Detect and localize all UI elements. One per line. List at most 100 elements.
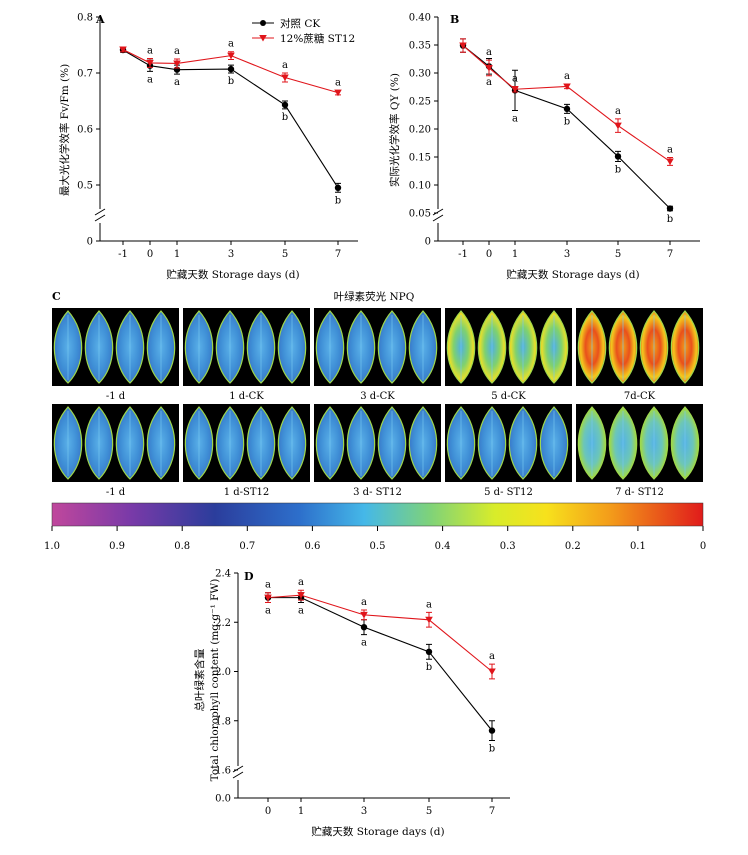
significance-letter: a <box>512 73 518 84</box>
legend: 对照 CK 12%蔗糖 ST12 <box>252 17 355 45</box>
y-tick-label: 0.7 <box>77 69 93 80</box>
significance-letter: b <box>615 164 621 175</box>
data-point-triangle <box>297 592 305 599</box>
x-tick-label: 0 <box>486 249 492 260</box>
data-point-triangle <box>614 122 622 130</box>
data-point-circle <box>360 623 368 631</box>
colorbar-tick-label: 0.2 <box>565 541 581 552</box>
x-tick-label: 5 <box>426 806 432 817</box>
x-tick-label: 1 <box>512 249 518 260</box>
data-point-triangle <box>173 60 181 68</box>
data-point-triangle <box>146 59 154 67</box>
panel-letter-d: D <box>244 570 254 583</box>
leaf-image-caption: 3 d- ST12 <box>353 487 402 498</box>
significance-letter: a <box>147 74 153 85</box>
colorbar-tick-label: 0.5 <box>370 541 386 552</box>
series-line <box>122 48 339 94</box>
data-point-triangle <box>334 89 342 97</box>
significance-letter: b <box>426 662 432 673</box>
data-point-circle <box>666 205 674 212</box>
leaf-image-tile: 5 d- ST12 <box>445 404 572 498</box>
colorbar-tick-label: 1.0 <box>44 541 60 552</box>
leaf-image-caption: 5 d-CK <box>491 391 526 402</box>
x-tick-label: 3 <box>228 249 234 260</box>
y-tick-label: 0.15 <box>409 153 431 164</box>
data-point-triangle <box>666 158 674 166</box>
leaf-image-tile: 3 d- ST12 <box>314 404 441 498</box>
leaf-image-tile: 1 d-ST12 <box>183 404 310 498</box>
data-point-circle <box>614 153 622 160</box>
x-tick-label: 1 <box>298 806 304 817</box>
x-tick-label: 0 <box>265 806 271 817</box>
y-tick-label: 0.40 <box>409 13 431 24</box>
series-line <box>268 597 493 731</box>
significance-letter: b <box>489 743 495 754</box>
series-ck: a a b b b <box>459 38 674 225</box>
colorbar-ticks: 1.0 0.9 0.8 0.7 0.6 0.5 0.4 0.3 0.2 0.1 0 <box>44 526 706 552</box>
leaf-image-tile: 1 d-CK <box>183 308 310 402</box>
chart-b: 0 0.05 0.10 0.15 0.20 0.25 0.30 0.35 0.40 -1 0 1 3 5 7… <box>388 13 700 281</box>
significance-letter: a <box>298 577 304 588</box>
significance-letter: a <box>282 60 288 71</box>
leaf-image-tile: 5 d-CK <box>445 308 572 402</box>
series-line <box>122 49 339 189</box>
data-point-triangle <box>425 616 433 624</box>
series-ck: a a b b b <box>119 46 341 206</box>
x-tick-label: 0 <box>147 249 153 260</box>
colorbar-tick-label: 0.7 <box>239 541 255 552</box>
significance-letter: a <box>335 77 341 88</box>
significance-letter: a <box>361 638 367 649</box>
data-point-triangle <box>119 46 127 54</box>
x-axis-title: 贮藏天数 Storage days (d) <box>506 268 639 281</box>
data-point-circle <box>488 727 496 734</box>
data-point-circle <box>281 101 289 109</box>
y-tick-label: 2.2 <box>215 618 231 629</box>
y-axis-title: 最大光化学效率 Fv/Fm (%) <box>58 64 71 196</box>
legend-label-ck: 对照 CK <box>280 17 320 30</box>
significance-letter: a <box>174 77 180 88</box>
panel-letter-b: B <box>450 13 459 26</box>
x-tick-label: -1 <box>118 249 128 260</box>
data-point-triangle <box>227 52 235 60</box>
significance-letter: b <box>282 112 288 123</box>
y-tick-label: 0 <box>425 237 431 248</box>
x-tick-label: 3 <box>564 249 570 260</box>
series-ck: a a a b b <box>264 592 496 754</box>
significance-letter: b <box>335 195 341 206</box>
significance-letter: a <box>147 45 153 56</box>
leaf-image-caption: -1 d <box>106 487 126 498</box>
data-point-triangle <box>488 668 496 676</box>
data-point-circle <box>227 65 235 73</box>
y-tick-label: 2.4 <box>215 569 231 580</box>
significance-letter: a <box>486 77 492 88</box>
significance-letter: a <box>512 114 518 125</box>
leaf-image-tile: 7 d- ST12 <box>576 404 703 498</box>
significance-letter: a <box>174 46 180 57</box>
significance-letter: b <box>228 76 234 87</box>
y-axis-title-cn: 总叶绿素含量 <box>193 648 206 711</box>
leaf-image-caption: 7d-CK <box>624 391 656 402</box>
leaf-image-caption: 7 d- ST12 <box>615 487 664 498</box>
y-tick-label: 0.6 <box>77 125 93 136</box>
y-tick-label: 1.8 <box>215 716 231 727</box>
legend-swatch-ck-marker <box>260 20 266 26</box>
series-st12: a a a a a <box>264 577 496 680</box>
x-tick-label: 7 <box>489 806 495 817</box>
y-tick-label: 0.20 <box>409 125 431 136</box>
leaf-image-tile: 3 d-CK <box>314 308 441 402</box>
x-tick-label: 3 <box>361 806 367 817</box>
y-tick-label: 1.6 <box>215 766 231 777</box>
x-tick-label: 7 <box>667 249 673 260</box>
data-point-triangle <box>511 86 519 93</box>
x-tick-label: 5 <box>282 249 288 260</box>
data-point-triangle <box>485 64 493 72</box>
data-point-triangle <box>563 83 571 91</box>
significance-letter: a <box>564 71 570 82</box>
y-tick-label: 0.8 <box>77 13 93 24</box>
leaf-image-grid: -1 d 1 d-CK 3 d-CK 5 d-CK 7d-CK -1 d 1 d-ST12 3… <box>52 308 703 498</box>
panel-letter-c: C <box>52 290 61 303</box>
significance-letter: b <box>667 214 673 225</box>
series-st12: a a a a a <box>119 39 342 97</box>
data-point-circle <box>563 105 571 113</box>
